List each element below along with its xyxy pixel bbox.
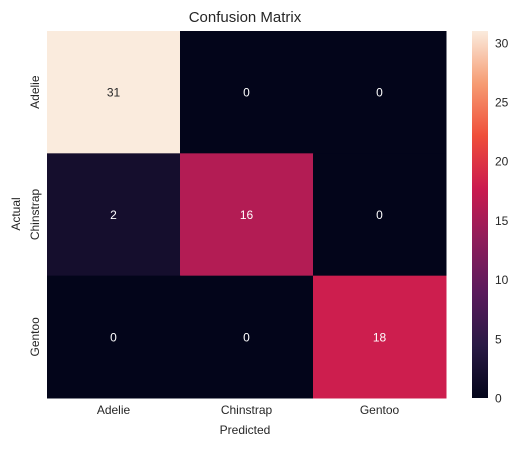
cell-value-label: 0 — [243, 86, 250, 100]
heatmap-cell — [47, 275, 181, 399]
heatmap-cell — [180, 31, 314, 154]
colorbar-tick-label: 30 — [495, 36, 509, 50]
colorbar-tick-label: 15 — [495, 214, 509, 228]
y-tick-label: Chinstrap — [28, 188, 42, 240]
colorbar-tick-label: 25 — [495, 96, 509, 110]
heatmap-cell-labels: 31 0 0 2 16 0 0 0 18 — [107, 86, 387, 345]
y-axis-ticks: Adelie Chinstrap Gentoo — [28, 75, 42, 356]
x-tick-label: Chinstrap — [221, 403, 273, 417]
colorbar-tick-label: 0 — [495, 392, 502, 406]
y-tick-label: Adelie — [28, 75, 42, 109]
x-tick-label: Adelie — [97, 403, 131, 417]
cell-value-label: 2 — [110, 208, 117, 222]
x-axis-label: Predicted — [220, 423, 271, 437]
y-axis-label: Actual — [9, 197, 23, 230]
colorbar — [472, 31, 488, 398]
cell-value-label: 16 — [240, 208, 254, 222]
chart-title: Confusion Matrix — [189, 9, 302, 26]
heatmap-cell — [313, 153, 447, 277]
y-tick-label: Gentoo — [28, 317, 42, 357]
x-tick-label: Gentoo — [360, 403, 400, 417]
heatmap-cell — [180, 153, 314, 277]
heatmap-cell — [47, 153, 181, 277]
heatmap-cell — [180, 275, 314, 399]
colorbar-tick-label: 10 — [495, 273, 509, 287]
heatmap-cell — [313, 31, 447, 154]
heatmap-cell — [47, 31, 181, 154]
cell-value-label: 0 — [110, 330, 117, 344]
colorbar-ticks: 0 5 10 15 20 25 30 — [495, 36, 509, 405]
cell-value-label: 31 — [107, 86, 121, 100]
colorbar-tick-label: 20 — [495, 155, 509, 169]
cell-value-label: 0 — [376, 86, 383, 100]
heatmap-cell — [313, 275, 447, 399]
heatmap-cells — [47, 31, 447, 399]
x-axis-ticks: Adelie Chinstrap Gentoo — [97, 403, 400, 417]
cell-value-label: 0 — [243, 330, 250, 344]
colorbar-tick-label: 5 — [495, 332, 502, 346]
cell-value-label: 18 — [373, 330, 387, 344]
cell-value-label: 0 — [376, 208, 383, 222]
